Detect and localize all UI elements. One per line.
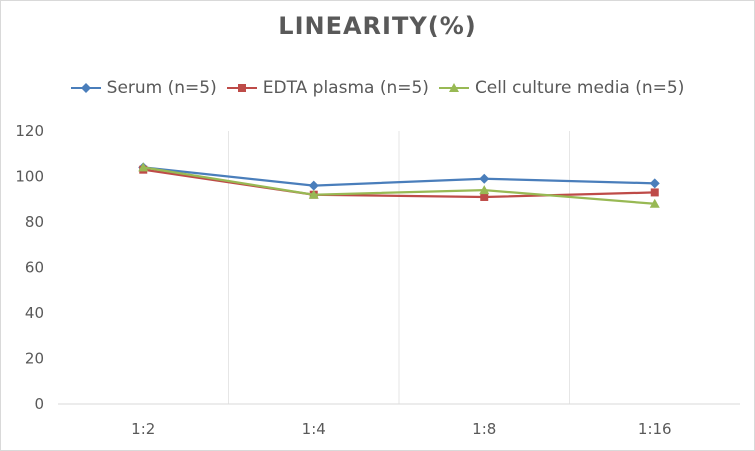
x-tick-label: 1:2 <box>131 420 155 438</box>
legend-item-cell-culture-media: Cell culture media (n=5) <box>438 78 685 98</box>
y-tick-label: 80 <box>25 213 44 231</box>
legend-label-cell-culture-media: Cell culture media (n=5) <box>474 78 685 98</box>
y-tick-label: 20 <box>25 350 44 368</box>
x-tick-label: 1:8 <box>472 420 496 438</box>
legend-marker-serum <box>70 83 101 93</box>
y-tick-label: 0 <box>34 395 44 413</box>
x-tick-label: 1:16 <box>638 420 672 438</box>
x-tick-label: 1:4 <box>302 420 326 438</box>
data-point-serum <box>649 178 660 189</box>
series-line-serum <box>143 166 655 187</box>
y-tick-label: 120 <box>15 122 44 140</box>
legend-label-edta-plasma: EDTA plasma (n=5) <box>262 78 429 98</box>
legend-marker-edta-plasma <box>226 84 257 92</box>
data-point-serum <box>479 173 490 184</box>
legend: Serum (n=5) EDTA plasma (n=5) Cell cultu… <box>0 78 755 98</box>
data-point-edta-plasma <box>480 192 489 201</box>
data-point-cell-culture-media <box>649 198 660 208</box>
legend-label-serum: Serum (n=5) <box>106 78 217 98</box>
data-point-edta-plasma <box>650 188 659 197</box>
data-point-cell-culture-media <box>479 185 490 195</box>
data-point-cell-culture-media <box>138 162 149 172</box>
legend-item-edta-plasma: EDTA plasma (n=5) <box>226 78 429 98</box>
data-point-serum <box>308 180 319 191</box>
legend-marker-cell-culture-media <box>438 83 469 92</box>
series-line-cell-culture-media <box>143 166 655 205</box>
y-tick-label: 40 <box>25 304 44 322</box>
legend-item-serum: Serum (n=5) <box>70 78 217 98</box>
chart-title: LINEARITY(%) <box>278 12 477 40</box>
y-tick-label: 60 <box>25 259 44 277</box>
y-tick-label: 100 <box>15 168 44 186</box>
data-point-cell-culture-media <box>308 189 319 199</box>
